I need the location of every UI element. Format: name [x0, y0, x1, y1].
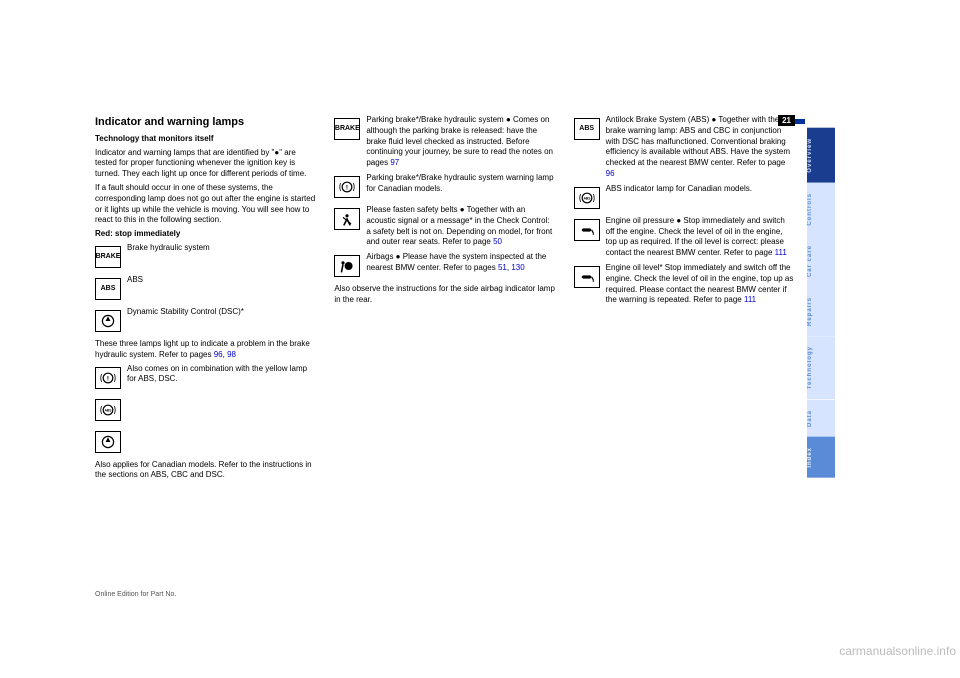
page-title: Indicator and warning lamps [95, 115, 316, 130]
entry-text: Airbags ● Please have the system inspect… [366, 252, 555, 280]
page-link[interactable]: 111 [775, 248, 787, 257]
warning-entry-abs2: ABS [95, 396, 316, 424]
tab-repairs[interactable]: Repairs [807, 287, 835, 336]
footer-text: Online Edition for Part No. [95, 591, 176, 598]
brake-canada-icon: ! [334, 176, 360, 198]
warning-entry: Engine oil level* Stop immediately and s… [574, 263, 795, 306]
entry-text: Brake hydraulic system [127, 243, 316, 271]
page-content: Indicator and warning lamps Technology t… [95, 115, 795, 575]
page-link[interactable]: 96 [606, 169, 615, 178]
airbag-icon [334, 255, 360, 277]
abs-canada-icon: ABS [95, 399, 121, 421]
entry-text: Dynamic Stability Control (DSC)* [127, 307, 316, 335]
page-link[interactable]: 130 [511, 263, 524, 272]
entry-text: Engine oil level* Stop immediately and s… [606, 263, 795, 306]
entry-text: Please fasten safety belts ● Together wi… [366, 205, 555, 248]
subhead-intro: Technology that monitors itself [95, 134, 214, 143]
abs-icon: ABS [574, 118, 600, 140]
oil-level-icon [574, 266, 600, 288]
entry-text: Parking brake*/Brake hydraulic system ● … [366, 115, 555, 169]
warning-entry: Please fasten safety belts ● Together wi… [334, 205, 555, 248]
warning-entry-brake: BRAKE Brake hydraulic system [95, 243, 316, 271]
tab-car-care[interactable]: Car care [807, 235, 835, 287]
header-accent-bar [795, 119, 805, 124]
warning-entry: ABS Antilock Brake System (ABS) ● Togeth… [574, 115, 795, 180]
entry-text: ABS indicator lamp for Canadian models. [606, 184, 795, 212]
svg-text:!: ! [107, 375, 109, 382]
warning-entry-abs: ABS ABS [95, 275, 316, 303]
tab-data[interactable]: Data [807, 400, 835, 437]
warning-entry: BRAKE Parking brake*/Brake hydraulic sys… [334, 115, 555, 169]
entry-text: Parking brake*/Brake hydraulic system wa… [366, 173, 555, 201]
warning-entry: ABS ABS indicator lamp for Canadian mode… [574, 184, 795, 212]
page-link[interactable]: 111 [744, 295, 756, 304]
column-left: Indicator and warning lamps Technology t… [95, 115, 316, 575]
body-text: Indicator and warning lamps that are ide… [95, 148, 316, 180]
warning-entry-dsc2 [95, 428, 316, 456]
svg-text:ABS: ABS [583, 196, 590, 200]
entry-text: ABS [127, 275, 316, 303]
tab-overview[interactable]: Overview [807, 128, 835, 183]
warning-entry-brake2: ! Also comes on in combination with the … [95, 364, 316, 392]
page-link[interactable]: 98 [227, 350, 236, 359]
brake-icon: BRAKE [95, 246, 121, 268]
brake-canada-icon: ! [95, 367, 121, 389]
entry-text: Also comes on in combination with the ye… [127, 364, 316, 392]
tab-technology[interactable]: Technology [807, 336, 835, 399]
body-text: Also observe the instructions for the si… [334, 284, 555, 306]
svg-text:ABS: ABS [105, 408, 112, 412]
oil-pressure-icon [574, 219, 600, 241]
page-link[interactable]: 96 [214, 350, 223, 359]
warning-entry: ! Parking brake*/Brake hydraulic system … [334, 173, 555, 201]
entry-text [127, 396, 316, 424]
watermark: carmanualsonline.info [839, 644, 956, 658]
body-text: Also applies for Canadian models. Refer … [95, 460, 316, 482]
page-link[interactable]: 51 [498, 263, 507, 272]
column-right: ABS Antilock Brake System (ABS) ● Togeth… [574, 115, 795, 575]
body-text: These three lamps light up to indicate a… [95, 339, 316, 361]
tab-index[interactable]: Index [807, 437, 835, 478]
warning-entry: Engine oil pressure ● Stop immediately a… [574, 216, 795, 259]
entry-text: Antilock Brake System (ABS) ● Together w… [606, 115, 795, 180]
entry-text: Engine oil pressure ● Stop immediately a… [606, 216, 795, 259]
warning-entry: Airbags ● Please have the system inspect… [334, 252, 555, 280]
dsc-icon [95, 310, 121, 332]
dsc-canada-icon [95, 431, 121, 453]
body-text: If a fault should occur in one of these … [95, 183, 316, 226]
warning-entry-dsc: Dynamic Stability Control (DSC)* [95, 307, 316, 335]
column-middle: BRAKE Parking brake*/Brake hydraulic sys… [334, 115, 555, 575]
side-tabs: Overview Controls Car care Repairs Techn… [807, 128, 835, 477]
abs-canada-icon: ABS [574, 187, 600, 209]
page-link[interactable]: 97 [390, 158, 399, 167]
abs-icon: ABS [95, 278, 121, 300]
brake-icon: BRAKE [334, 118, 360, 140]
subhead-red: Red: stop immediately [95, 229, 180, 238]
page-link[interactable]: 50 [493, 237, 502, 246]
tab-controls[interactable]: Controls [807, 183, 835, 236]
seatbelt-icon [334, 208, 360, 230]
svg-text:!: ! [346, 184, 348, 191]
entry-text [127, 428, 316, 456]
